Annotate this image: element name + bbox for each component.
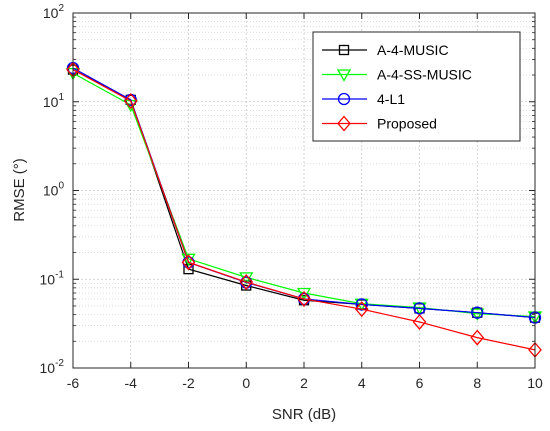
series-layer: [65, 61, 543, 358]
legend-label: Proposed: [377, 116, 437, 132]
legend: A-4-MUSIC A-4-SS-MUSIC 4-L1 Proposed: [312, 31, 521, 142]
y-tick-labels: 10-2 10-1 100 101 102: [40, 3, 65, 376]
x-tick-labels: -6 -4 -2 0 2 4 6 8 10: [67, 375, 543, 391]
x-tick-label: 2: [300, 375, 308, 391]
data-point-circle: [355, 298, 368, 311]
data-point-diamond: [354, 301, 369, 318]
data-point-diamond: [337, 115, 351, 132]
data-point-triangle: [336, 69, 352, 82]
axis-ticks: [72, 12, 536, 369]
data-point-diamond: [470, 329, 485, 346]
data-point-diamond: [297, 290, 311, 307]
legend-label: A-4-MUSIC: [377, 42, 449, 58]
legend-label: A-4-SS-MUSIC: [377, 67, 472, 83]
data-point-circle: [471, 306, 484, 319]
data-point-diamond: [239, 274, 254, 291]
x-tick-label: -4: [125, 375, 138, 391]
x-tick-label: -6: [67, 375, 80, 391]
y-tick-label: 10-1: [40, 269, 65, 287]
data-point-circle: [413, 302, 426, 315]
y-tick-label: 10-2: [40, 358, 65, 376]
x-axis-label: SNR (dB): [272, 406, 336, 423]
x-tick-label: 6: [416, 375, 424, 391]
legend-label: 4-L1: [377, 91, 405, 107]
data-point-circle: [337, 92, 351, 106]
data-point-triangle: [470, 308, 485, 321]
x-tick-label: -2: [182, 375, 195, 391]
series-line: [72, 69, 536, 351]
data-point-square: [338, 44, 350, 56]
x-tick-label: 4: [358, 375, 366, 391]
y-tick-label: 102: [43, 3, 65, 21]
x-tick-label: 10: [527, 375, 543, 391]
x-tick-label: 0: [242, 375, 250, 391]
y-axis-label: RMSE (°): [11, 158, 28, 222]
data-point-diamond: [412, 313, 427, 330]
y-tick-label: 101: [43, 92, 65, 110]
data-point-diamond: [123, 92, 138, 109]
data-point-diamond: [181, 254, 196, 271]
x-tick-label: 8: [473, 375, 481, 391]
y-tick-label: 100: [43, 181, 65, 199]
